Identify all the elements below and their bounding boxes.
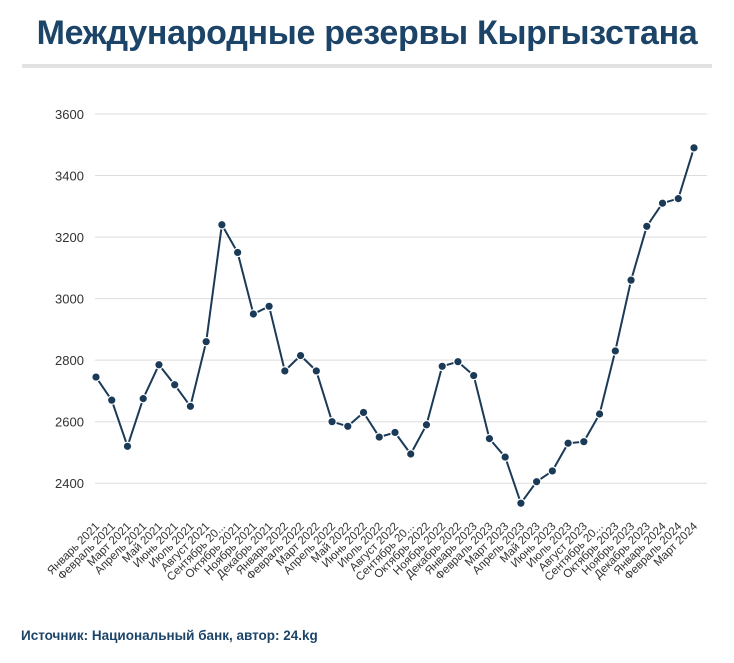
- data-point[interactable]: [657, 198, 668, 209]
- data-point[interactable]: [122, 441, 133, 452]
- data-point[interactable]: [280, 366, 290, 376]
- data-point[interactable]: [327, 416, 337, 427]
- y-tick-label: 2600: [55, 415, 84, 430]
- data-point[interactable]: [594, 409, 605, 419]
- data-point[interactable]: [106, 395, 117, 405]
- data-point[interactable]: [185, 401, 196, 412]
- y-axis-ticks: 2400 2600 2800 3000 3200 3400 3600: [55, 107, 84, 491]
- data-point[interactable]: [500, 452, 510, 462]
- data-point[interactable]: [437, 361, 448, 372]
- gridlines: [95, 113, 707, 484]
- data-point[interactable]: [342, 421, 353, 432]
- data-point[interactable]: [641, 221, 652, 232]
- data-point[interactable]: [531, 476, 542, 487]
- data-point[interactable]: [689, 143, 699, 153]
- y-tick-label: 3000: [55, 292, 84, 307]
- series-points: [91, 143, 699, 509]
- data-point[interactable]: [91, 372, 101, 382]
- data-point[interactable]: [169, 379, 180, 390]
- data-point[interactable]: [405, 449, 416, 459]
- title-divider: [22, 64, 712, 68]
- y-tick-label: 3400: [55, 169, 84, 184]
- data-point[interactable]: [374, 432, 385, 442]
- y-tick-label: 2400: [55, 476, 84, 491]
- data-point[interactable]: [138, 393, 149, 404]
- data-point[interactable]: [563, 438, 573, 449]
- y-tick-label: 3600: [55, 107, 84, 122]
- line-chart: 2400 2600 2800 3000 3200 3400 3600 Январь 2021…: [45, 107, 707, 584]
- chart-title: Международные резервы Кыргызстана: [36, 14, 698, 52]
- data-point[interactable]: [610, 346, 621, 356]
- data-point[interactable]: [626, 275, 636, 285]
- data-point[interactable]: [547, 466, 558, 476]
- data-point[interactable]: [673, 193, 684, 204]
- data-point[interactable]: [453, 356, 463, 367]
- y-tick-label: 3200: [55, 230, 84, 245]
- data-point[interactable]: [390, 427, 400, 438]
- data-point[interactable]: [468, 370, 479, 381]
- data-point[interactable]: [311, 366, 322, 376]
- data-point[interactable]: [579, 436, 589, 447]
- data-point[interactable]: [154, 359, 164, 370]
- data-point[interactable]: [358, 407, 369, 418]
- y-tick-label: 2800: [55, 353, 84, 368]
- data-point[interactable]: [248, 309, 259, 319]
- source-note: Источник: Национальный банк, автор: 24.k…: [21, 628, 318, 643]
- series-line-path: [95, 147, 695, 505]
- data-point[interactable]: [217, 219, 227, 230]
- data-point[interactable]: [232, 247, 243, 258]
- data-point[interactable]: [264, 301, 274, 312]
- data-point[interactable]: [516, 498, 526, 509]
- data-point[interactable]: [295, 350, 306, 361]
- data-point[interactable]: [484, 433, 495, 444]
- data-point[interactable]: [421, 419, 432, 430]
- series-line: [95, 147, 695, 505]
- data-point[interactable]: [201, 336, 211, 347]
